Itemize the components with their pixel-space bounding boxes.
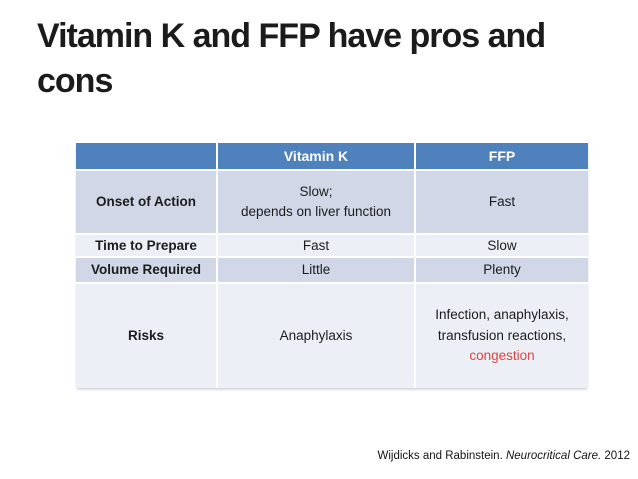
slide-title-line-1: Vitamin K and FFP have pros and bbox=[37, 17, 546, 55]
row-label-risks: Risks bbox=[76, 284, 216, 388]
citation-year: 2012 bbox=[604, 450, 630, 462]
col-header-ffp: FFP bbox=[416, 143, 588, 169]
risks-ffp-line-2: transfusion reactions, bbox=[437, 327, 567, 343]
cell-time-vitamin-k: Fast bbox=[218, 235, 414, 256]
risks-ffp-line-1: Infection, anaphylaxis, bbox=[435, 306, 569, 322]
col-header-vitamin-k: Vitamin K bbox=[218, 143, 414, 169]
cell-risks-vitamin-k: Anaphylaxis bbox=[218, 284, 414, 388]
citation-authors: Wijdicks and Rabinstein. bbox=[377, 450, 503, 462]
citation: Wijdicks and Rabinstein. Neurocritical C… bbox=[377, 450, 630, 462]
citation-journal: Neurocritical Care. bbox=[505, 450, 602, 462]
row-label-volume-required: Volume Required bbox=[76, 258, 216, 282]
col-header-empty bbox=[76, 143, 216, 169]
cell-risks-ffp: Infection, anaphylaxis, transfusion reac… bbox=[416, 284, 588, 388]
cell-onset-vitamin-k: Slow; depends on liver function bbox=[218, 171, 414, 233]
slide-title-line-2: cons bbox=[37, 62, 113, 100]
risks-ffp-highlight-congestion: congestion bbox=[469, 348, 535, 364]
cell-volume-ffp: Plenty bbox=[416, 258, 588, 282]
row-label-time-to-prepare: Time to Prepare bbox=[76, 235, 216, 256]
cell-volume-vitamin-k: Little bbox=[218, 258, 414, 282]
cell-time-ffp: Slow bbox=[416, 235, 588, 256]
cell-onset-ffp: Fast bbox=[416, 171, 588, 233]
comparison-table: Vitamin K FFP Onset of Action Slow; depe… bbox=[76, 143, 588, 388]
row-label-onset-of-action: Onset of Action bbox=[76, 171, 216, 233]
slide-title: Vitamin K and FFP have pros and cons bbox=[37, 14, 627, 104]
